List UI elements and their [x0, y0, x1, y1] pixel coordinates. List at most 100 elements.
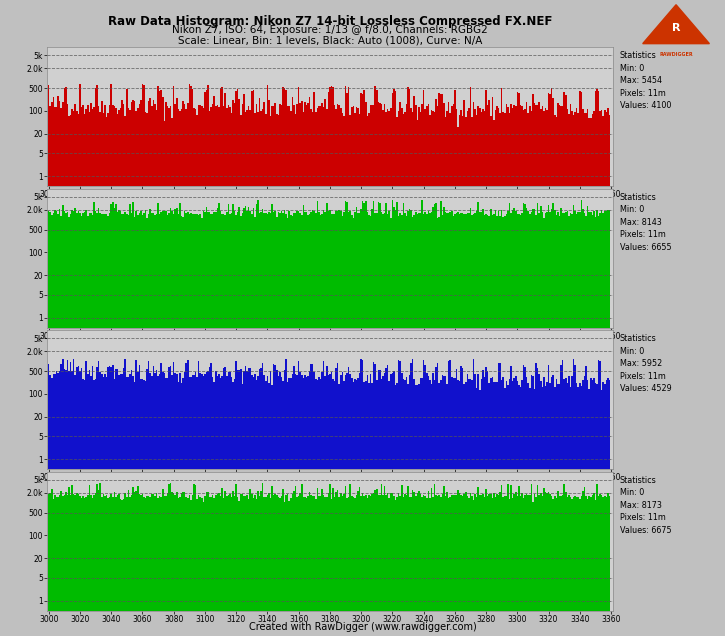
Bar: [247, 371, 248, 636]
Bar: [84, 380, 86, 636]
Bar: [62, 495, 64, 636]
Bar: [382, 376, 384, 636]
Bar: [175, 104, 176, 636]
Bar: [596, 384, 598, 636]
Bar: [228, 204, 229, 636]
Bar: [233, 379, 236, 636]
Bar: [507, 385, 509, 636]
Bar: [206, 371, 207, 636]
Bar: [500, 492, 501, 636]
Bar: [573, 497, 574, 636]
Bar: [297, 211, 298, 636]
Bar: [554, 496, 555, 636]
Bar: [463, 214, 465, 636]
Bar: [485, 367, 487, 636]
Bar: [329, 210, 331, 636]
Bar: [290, 111, 291, 636]
Bar: [204, 374, 206, 636]
Bar: [126, 377, 128, 636]
Bar: [398, 493, 399, 636]
Bar: [159, 374, 160, 636]
Bar: [392, 93, 393, 636]
Bar: [49, 375, 51, 636]
Bar: [579, 383, 581, 636]
Bar: [275, 102, 276, 636]
Bar: [51, 378, 53, 636]
Bar: [476, 211, 478, 636]
Bar: [368, 382, 370, 636]
Bar: [420, 494, 421, 636]
Bar: [157, 498, 159, 636]
Bar: [202, 211, 204, 636]
Bar: [206, 207, 207, 636]
Bar: [95, 211, 96, 636]
Bar: [298, 211, 299, 636]
Bar: [307, 214, 309, 636]
Bar: [109, 366, 110, 636]
Bar: [171, 118, 173, 636]
Bar: [442, 494, 443, 636]
Bar: [188, 214, 190, 636]
Bar: [231, 377, 232, 636]
Bar: [321, 214, 323, 636]
Bar: [282, 489, 283, 636]
Bar: [428, 104, 429, 636]
Bar: [173, 362, 175, 636]
Bar: [78, 211, 79, 636]
Bar: [121, 499, 123, 636]
Bar: [102, 494, 104, 636]
Bar: [88, 213, 90, 636]
Bar: [402, 497, 404, 636]
Bar: [313, 211, 315, 636]
Bar: [459, 214, 460, 636]
Bar: [118, 494, 120, 636]
Bar: [137, 487, 138, 636]
Bar: [207, 371, 209, 636]
Bar: [106, 117, 107, 636]
Bar: [265, 114, 267, 636]
Bar: [509, 499, 510, 636]
Bar: [263, 497, 265, 636]
Bar: [568, 114, 570, 636]
Bar: [574, 365, 576, 636]
Bar: [152, 366, 154, 636]
Bar: [307, 376, 309, 636]
Bar: [67, 495, 68, 636]
Bar: [282, 87, 283, 636]
Bar: [384, 213, 385, 636]
Bar: [398, 216, 399, 636]
Bar: [225, 368, 226, 636]
Bar: [462, 496, 463, 636]
Bar: [393, 207, 394, 636]
Bar: [487, 106, 489, 636]
Bar: [263, 102, 265, 636]
Bar: [175, 373, 176, 636]
Bar: [363, 90, 365, 636]
Bar: [523, 366, 524, 636]
Bar: [156, 110, 157, 636]
Bar: [476, 388, 478, 636]
Bar: [516, 214, 518, 636]
Bar: [484, 215, 485, 636]
Bar: [134, 218, 136, 636]
Bar: [394, 90, 397, 636]
Bar: [571, 111, 573, 636]
Bar: [448, 498, 450, 636]
Bar: [225, 93, 226, 636]
Bar: [607, 109, 609, 636]
Text: Statistics
Min: 0
Max: 5952
Pixels: 11m
Values: 4529: Statistics Min: 0 Max: 5952 Pixels: 11m …: [619, 335, 671, 393]
Bar: [249, 211, 251, 636]
Bar: [387, 214, 389, 636]
Bar: [423, 360, 424, 636]
Bar: [73, 211, 75, 636]
Bar: [229, 107, 231, 636]
Bar: [356, 380, 357, 636]
Bar: [349, 484, 351, 636]
Bar: [297, 497, 298, 636]
Bar: [344, 487, 347, 636]
Bar: [548, 205, 550, 636]
Bar: [579, 212, 581, 636]
Bar: [578, 212, 579, 636]
Bar: [487, 215, 489, 636]
Bar: [609, 115, 610, 636]
